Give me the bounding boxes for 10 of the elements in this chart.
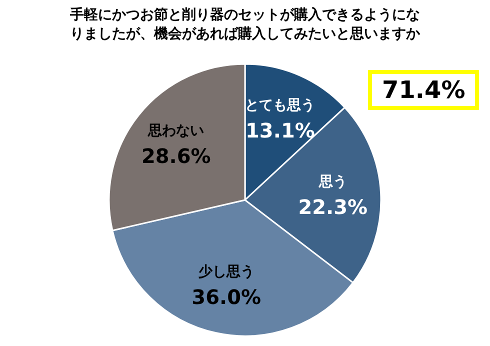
text: 71.4% bbox=[368, 70, 480, 110]
slice-label: 思わない bbox=[147, 123, 204, 140]
data-label: 22.3% bbox=[298, 194, 368, 219]
data-label: 13.1% bbox=[246, 118, 315, 142]
data-label: 28.6% bbox=[141, 144, 211, 168]
data-label: 36.0% bbox=[192, 285, 262, 309]
slice-label: とても思う bbox=[245, 97, 316, 114]
chart-title: 手軽にかつお節と削り器のセットが購入できるようになりましたが、機会があれば購入してみたいと思いますか bbox=[69, 6, 421, 44]
slice-label: 思う bbox=[318, 174, 347, 190]
slice-label: 少し思う bbox=[198, 264, 254, 280]
